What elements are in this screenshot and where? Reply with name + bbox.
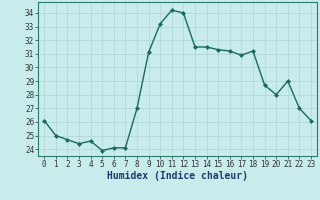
X-axis label: Humidex (Indice chaleur): Humidex (Indice chaleur) <box>107 171 248 181</box>
